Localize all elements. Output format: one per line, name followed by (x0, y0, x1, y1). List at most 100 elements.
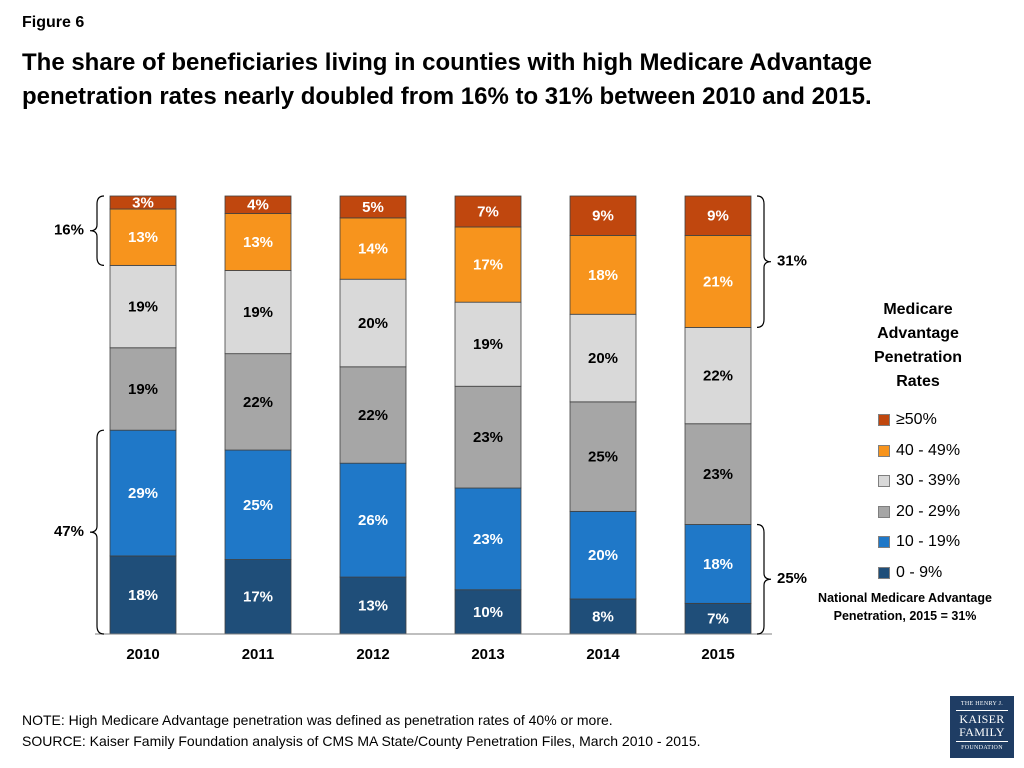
bar-segment (339, 278, 407, 368)
bar-segment (109, 264, 177, 349)
bar-segment (684, 326, 752, 425)
data-label: 20% (588, 547, 618, 564)
bar-segment (224, 449, 292, 560)
data-label: 25% (588, 449, 618, 466)
legend-label: 20 - 29% (896, 502, 961, 520)
data-label: 18% (703, 556, 733, 573)
legend-swatch (878, 444, 890, 457)
bracket-label: 25% (777, 570, 807, 587)
national-penetration-note: National Medicare Advantage Penetration,… (795, 589, 1015, 625)
bar-segment (224, 270, 292, 355)
data-label: 19% (128, 381, 158, 398)
data-label: 21% (703, 273, 733, 290)
x-tick-label: 2015 (701, 646, 734, 663)
bar-segment (109, 208, 177, 266)
logo-rule (956, 741, 1008, 742)
bar-segment (339, 217, 407, 280)
data-label: 17% (473, 257, 503, 274)
legend-item-10-19: 10 - 19% (878, 527, 960, 558)
x-tick-label: 2014 (586, 646, 620, 663)
legend-title-line: Penetration (873, 349, 962, 366)
bar-segment (224, 559, 292, 635)
legend-swatch (878, 414, 890, 427)
logo-rule (956, 710, 1008, 711)
legend-item-20-29: 20 - 29% (878, 497, 960, 528)
bracket (756, 195, 772, 328)
footnotes: NOTE: High Medicare Advantage penetratio… (22, 710, 701, 752)
logo-line: KAISER (959, 712, 1005, 726)
data-label: 20% (358, 315, 388, 332)
logo-line: FOUNDATION (961, 745, 1003, 751)
legend-item-0-9: 0 - 9% (878, 558, 960, 589)
data-label: 23% (703, 466, 733, 483)
legend-item-40-49: 40 - 49% (878, 436, 960, 467)
bar-segment (339, 195, 407, 219)
data-label: 19% (128, 299, 158, 316)
data-label: 17% (243, 589, 273, 606)
x-tick-label: 2011 (242, 646, 275, 663)
bracket (89, 195, 105, 266)
data-label: 19% (473, 336, 503, 353)
bar-segment (454, 195, 522, 228)
note-text: NOTE: High Medicare Advantage penetratio… (22, 712, 613, 728)
legend-label: 10 - 19% (896, 533, 961, 551)
legend-swatch (878, 566, 890, 579)
data-label: 20% (588, 350, 618, 367)
data-label: 18% (128, 587, 158, 604)
legend-item-50-plus: ≥50% (878, 405, 960, 436)
x-tick-label: 2013 (471, 646, 504, 663)
data-label: 7% (477, 203, 499, 220)
legend-swatch (878, 475, 890, 488)
bracket (756, 523, 772, 635)
data-label: 13% (243, 234, 273, 251)
bar-segment (109, 347, 177, 431)
bar-segment (339, 366, 407, 464)
legend-title-line: Medicare (883, 301, 953, 318)
bar-segment (454, 487, 522, 591)
bar-segment (109, 195, 177, 210)
bar-segment (684, 195, 752, 236)
bracket-label: 16% (54, 222, 84, 239)
bar-segment (224, 353, 292, 451)
data-label: 13% (358, 597, 388, 614)
data-label: 18% (588, 267, 618, 284)
data-label: 25% (243, 497, 273, 514)
data-label: 7% (707, 611, 729, 628)
data-label: 8% (592, 608, 614, 625)
chart-title: The share of beneficiaries living in cou… (22, 49, 872, 110)
data-label: 13% (128, 229, 158, 246)
data-label: 22% (358, 407, 388, 424)
data-label: 19% (243, 304, 273, 321)
bar-segment (339, 462, 407, 578)
bracket-label: 47% (54, 523, 84, 540)
data-label: 23% (473, 429, 503, 446)
legend-label: 0 - 9% (896, 563, 943, 581)
data-label: 5% (362, 199, 384, 216)
national-note-line: National Medicare Advantage (818, 591, 992, 605)
legend: ≥50% 40 - 49% 30 - 39% 20 - 29% 10 - 19%… (878, 405, 960, 588)
legend-title-line: Advantage (877, 325, 959, 342)
bar-segment (569, 313, 637, 403)
x-tick-label: 2012 (356, 646, 389, 663)
source-text: SOURCE: Kaiser Family Foundation analysi… (22, 733, 701, 749)
data-label: 14% (358, 241, 388, 258)
bar-segment (684, 423, 752, 525)
kff-logo: THE HENRY J. KAISER FAMILY FOUNDATION (950, 696, 1014, 758)
bar-segment (224, 195, 292, 214)
bar-segment (684, 524, 752, 604)
data-label: 29% (128, 485, 158, 502)
bar-segment (569, 401, 637, 512)
logo-line: THE HENRY J. (960, 701, 1004, 707)
national-note-line: Penetration, 2015 = 31% (833, 609, 977, 623)
data-label: 3% (132, 194, 154, 211)
data-label: 9% (592, 208, 614, 225)
data-label: 4% (247, 197, 269, 214)
figure-label: Figure 6 (22, 14, 85, 31)
data-label: 10% (473, 604, 503, 621)
legend-title-line: Rates (896, 373, 940, 390)
legend-swatch (878, 505, 890, 518)
data-label: 22% (703, 368, 733, 385)
bar-segment (684, 235, 752, 328)
x-tick-label: 2010 (126, 646, 159, 663)
